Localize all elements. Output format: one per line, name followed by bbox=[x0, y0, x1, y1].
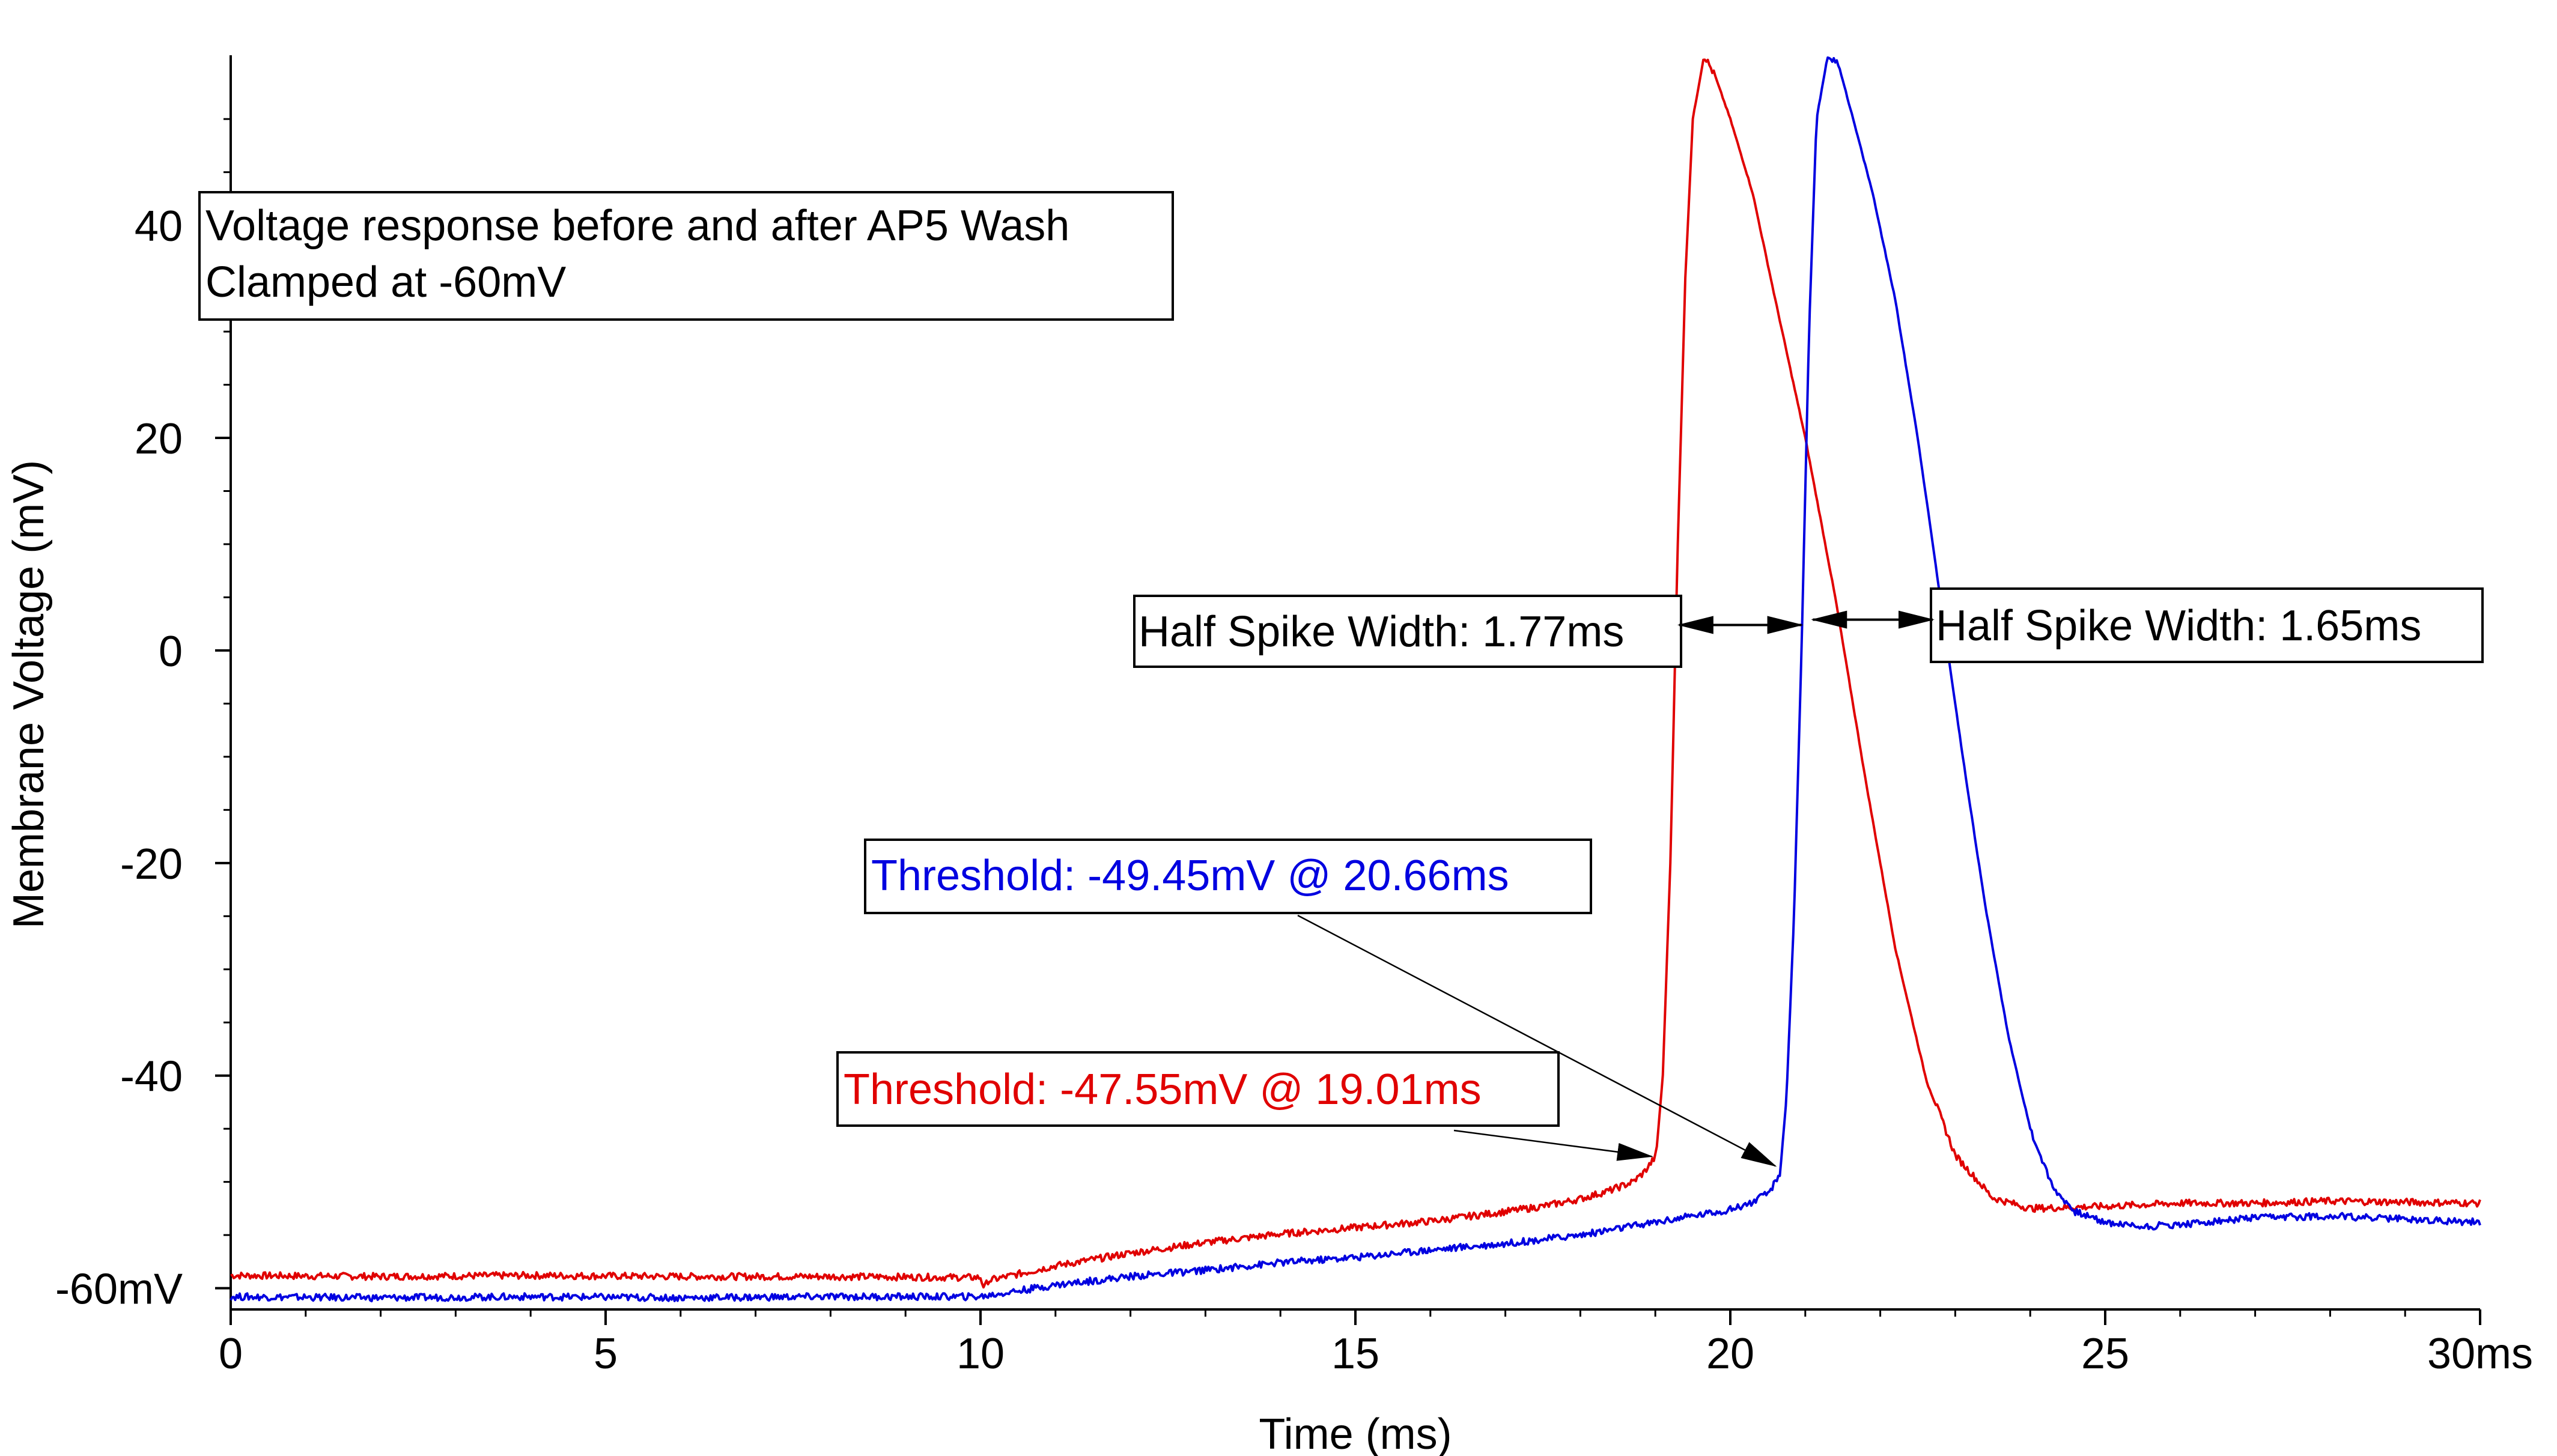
y-tick-label: -40 bbox=[120, 1053, 183, 1101]
threshold-annotation-red: Threshold: -47.55mV @ 19.01ms bbox=[836, 1051, 1653, 1161]
half-spike-width-annotation-red: Half Spike Width: 1.77ms bbox=[1133, 595, 1804, 668]
y-tick-label: 40 bbox=[135, 202, 183, 250]
title-line-1: Voltage response before and after AP5 Wa… bbox=[205, 202, 1069, 250]
title-line-2: Clamped at -60mV bbox=[205, 258, 566, 306]
half-spike-width-label-blue: Half Spike Width: 1.65ms bbox=[1936, 602, 2421, 650]
threshold-leader-blue bbox=[1297, 914, 1777, 1167]
threshold-label-blue: Threshold: -49.45mV @ 20.66ms bbox=[871, 852, 1509, 900]
threshold-label-red: Threshold: -47.55mV @ 19.01ms bbox=[844, 1066, 1482, 1114]
x-tick-label: 20 bbox=[1706, 1330, 1754, 1378]
series-layer bbox=[230, 56, 2481, 1303]
series-line-blue bbox=[230, 56, 2481, 1303]
x-tick-label: 15 bbox=[1331, 1330, 1379, 1378]
threshold-annotation-blue: Threshold: -49.45mV @ 20.66ms bbox=[864, 839, 1777, 1167]
x-ticks: 0 5 10 15 20 25 30ms bbox=[219, 1309, 2533, 1378]
series-line-red bbox=[230, 58, 2481, 1289]
x-tick-label: 10 bbox=[956, 1330, 1005, 1378]
half-spike-width-annotation-blue: Half Spike Width: 1.65ms bbox=[1811, 587, 2484, 663]
x-tick-label: 30ms bbox=[2427, 1330, 2533, 1378]
y-tick-label: 20 bbox=[135, 415, 183, 463]
x-tick-label: 5 bbox=[594, 1330, 618, 1378]
y-axis-label: Membrane Voltage (mV) bbox=[5, 460, 53, 929]
x-axis-label: Time (ms) bbox=[1259, 1410, 1452, 1456]
axes: 0 5 10 15 20 25 30ms -60mV -40 -20 0 20 40 Time (ms… bbox=[5, 55, 2533, 1456]
y-tick-label: -60mV bbox=[55, 1266, 183, 1314]
y-tick-label: -20 bbox=[120, 840, 183, 888]
half-spike-width-label-red: Half Spike Width: 1.77ms bbox=[1139, 608, 1624, 656]
threshold-leader-red bbox=[1453, 1129, 1653, 1161]
y-tick-label: 0 bbox=[159, 628, 183, 676]
x-tick-label: 25 bbox=[2081, 1330, 2129, 1378]
x-tick-label: 0 bbox=[219, 1330, 243, 1378]
title-annotation: Voltage response before and after AP5 Wa… bbox=[198, 191, 1174, 321]
